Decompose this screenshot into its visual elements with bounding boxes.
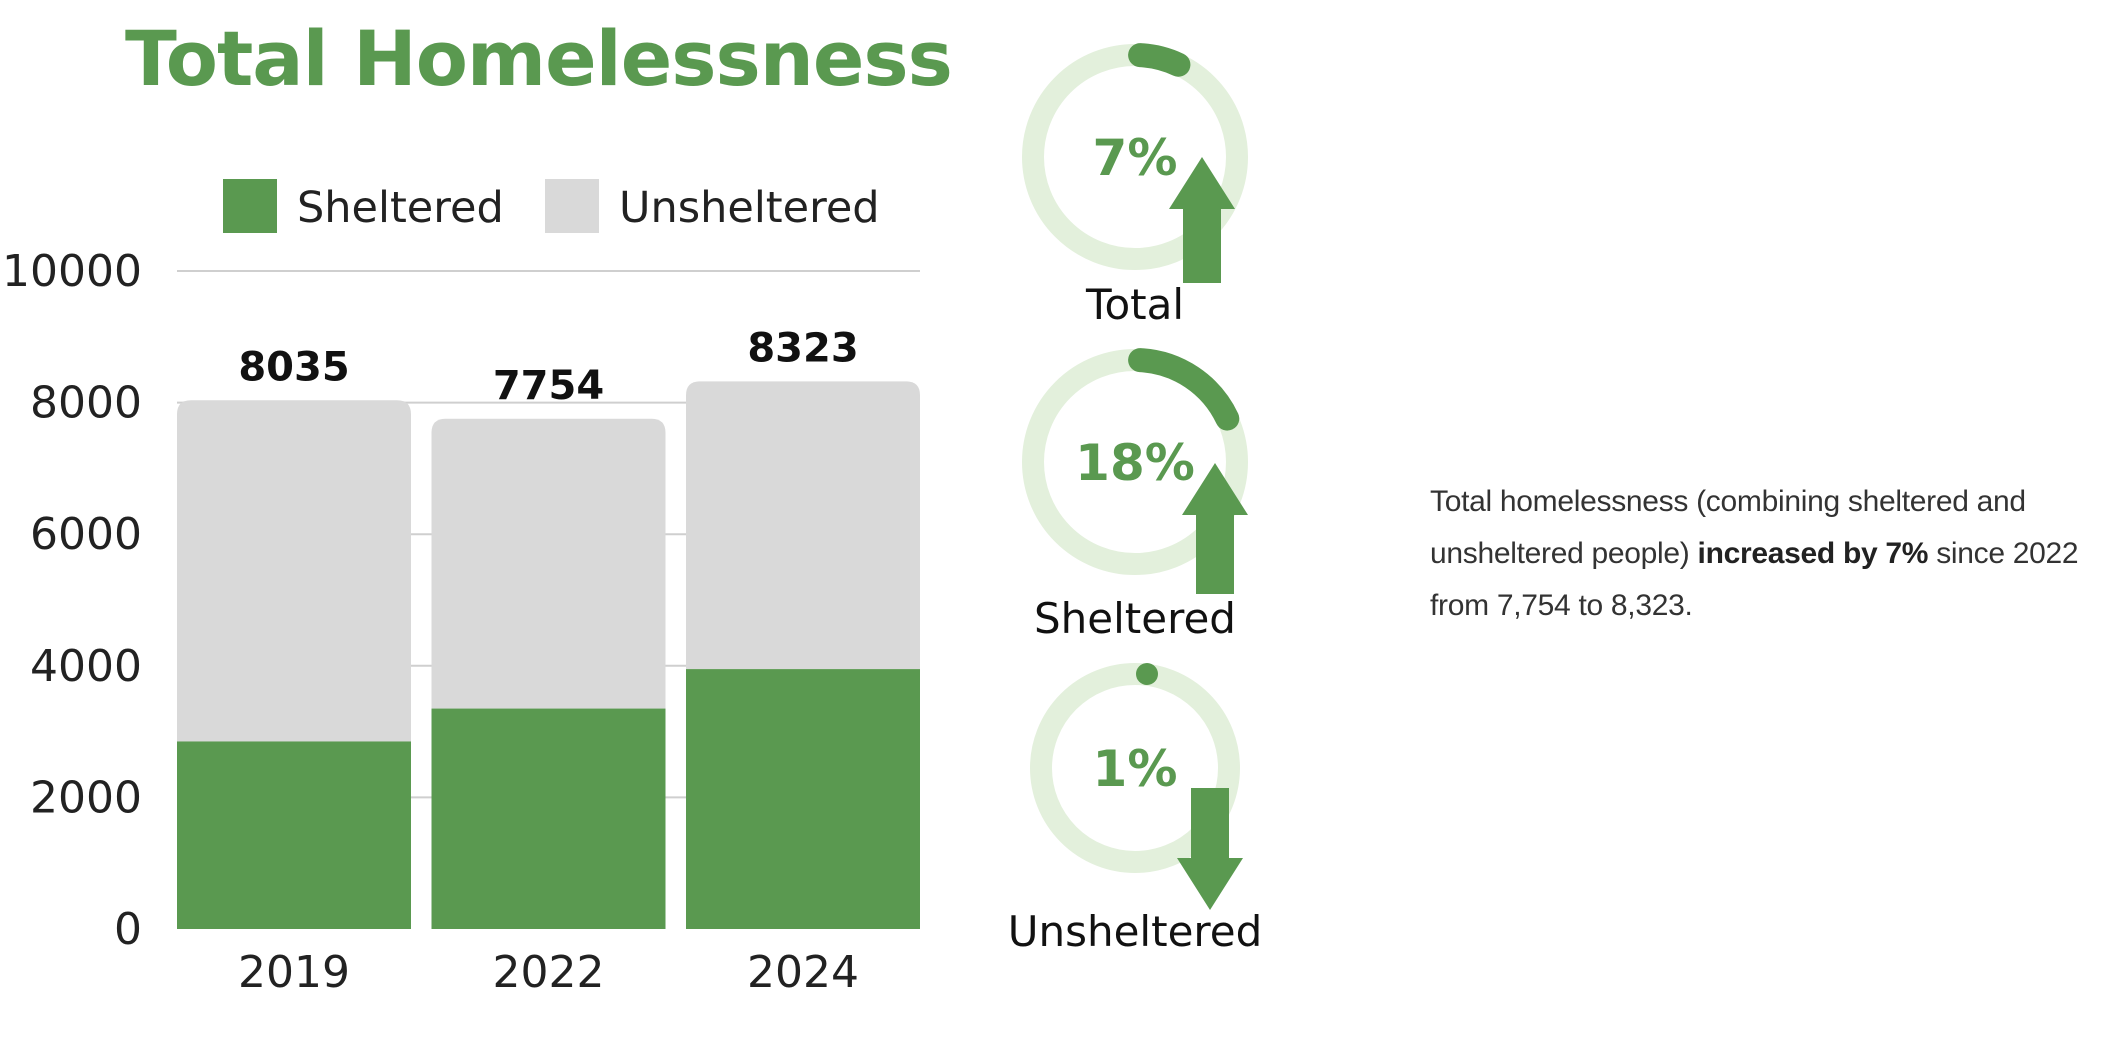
bars xyxy=(177,381,920,929)
x-tick-label: 2024 xyxy=(747,947,859,998)
bar-sheltered xyxy=(686,669,920,929)
bar-total-label: 8035 xyxy=(238,344,349,390)
bar-total-labels: 8035 7754 8323 xyxy=(238,325,858,408)
legend-swatch-unsheltered xyxy=(545,179,599,233)
y-tick-label: 2000 xyxy=(30,772,142,823)
gauge-track xyxy=(1030,663,1240,873)
legend-label: Unsheltered xyxy=(619,183,880,233)
bar-stack-2019 xyxy=(177,400,411,929)
y-tick-label: 10000 xyxy=(2,246,142,297)
gauge-label: Sheltered xyxy=(1034,594,1236,643)
arrow-down-icon xyxy=(1177,788,1243,910)
summary-part-2: since 2022 from 7,754 to 8,323. xyxy=(1430,537,2079,622)
bar-unsheltered xyxy=(686,381,920,670)
arrow-up-icon xyxy=(1169,157,1235,283)
bar-sheltered xyxy=(177,741,411,929)
gauge-total: 7% Total xyxy=(1022,43,1248,329)
change-gauges: 7% Total 18% Sheltered 1% Unsheltered xyxy=(1008,43,1263,956)
summary-part-1: Total homelessness (combining sheltered … xyxy=(1430,485,2026,570)
page-title: Total Homelessness xyxy=(125,14,953,103)
gauge-progress xyxy=(1128,43,1191,77)
bar-stack-2024 xyxy=(686,381,920,929)
legend: Sheltered Unsheltered xyxy=(223,179,880,233)
x-tick-label: 2019 xyxy=(238,947,350,998)
arrow-up-icon xyxy=(1182,463,1248,594)
legend-label: Sheltered xyxy=(297,183,504,233)
y-axis-ticks: 0 2000 4000 6000 8000 10000 xyxy=(2,246,142,955)
summary-text: Total homelessness (combining sheltered … xyxy=(1430,476,2120,632)
summary-highlight: increased by 7% xyxy=(1697,537,1929,570)
gauge-label: Total xyxy=(1085,280,1184,329)
x-tick-label: 2022 xyxy=(493,947,605,998)
bar-stack-2022 xyxy=(431,418,666,929)
bar-sheltered xyxy=(431,708,666,929)
gauge-unsheltered: 1% Unsheltered xyxy=(1008,663,1263,956)
gauge-progress xyxy=(1136,663,1158,685)
bar-total-label: 8323 xyxy=(747,325,858,371)
gauge-percent: 1% xyxy=(1093,740,1178,798)
gauge-percent: 7% xyxy=(1093,129,1178,187)
bar-total-label: 7754 xyxy=(493,363,604,409)
gauge-sheltered: 18% Sheltered xyxy=(1022,348,1248,643)
gauge-label: Unsheltered xyxy=(1008,907,1263,956)
y-tick-label: 4000 xyxy=(30,641,142,692)
bar-unsheltered xyxy=(177,400,411,742)
y-tick-label: 8000 xyxy=(30,378,142,429)
gauge-progress xyxy=(1128,348,1240,431)
gauge-percent: 18% xyxy=(1075,434,1195,492)
legend-swatch-sheltered xyxy=(223,179,277,233)
y-tick-label: 0 xyxy=(114,904,142,955)
x-axis-labels: 2019 2022 2024 xyxy=(238,947,859,998)
y-tick-label: 6000 xyxy=(30,509,142,560)
bar-unsheltered xyxy=(431,418,666,709)
